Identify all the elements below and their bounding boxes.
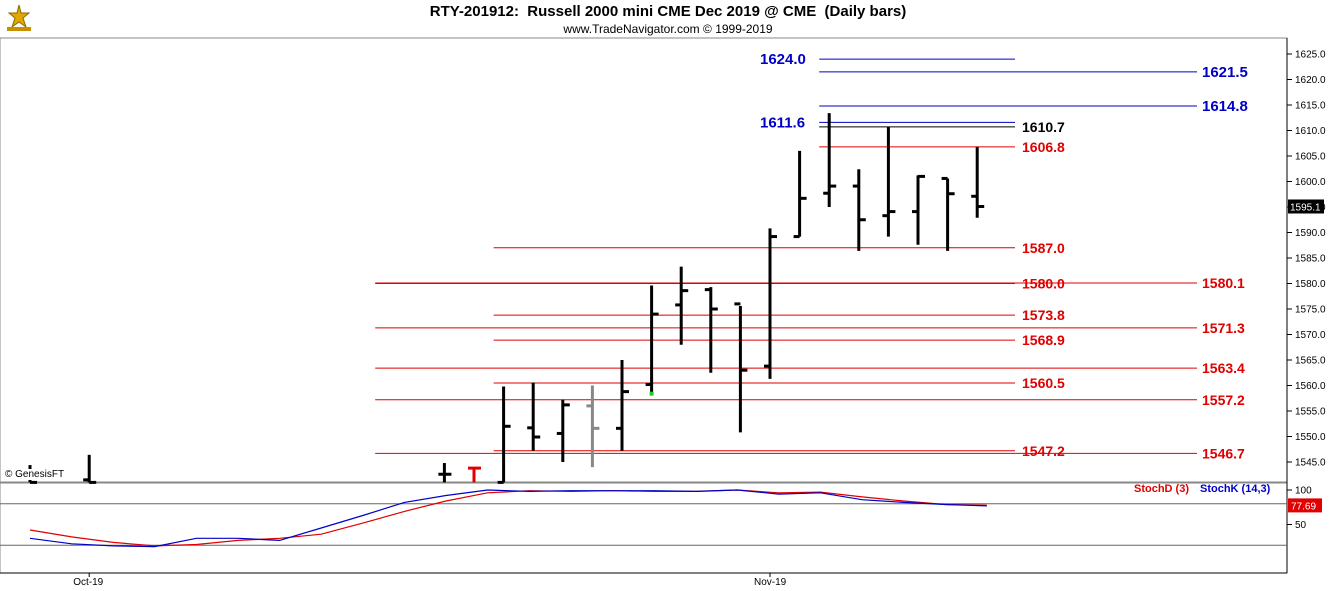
y-tick-label: 1610.0: [1295, 126, 1326, 137]
y-tick-label: 1545.0: [1295, 458, 1326, 469]
ohlc-bar: [882, 126, 896, 237]
ohlc-bar: [527, 382, 541, 451]
ohlc-bar: [468, 466, 481, 483]
level-label: 1624.0: [760, 51, 806, 68]
ohlc-bar: [734, 302, 748, 433]
y-tick-label: 1590.0: [1295, 228, 1326, 239]
legend-stochk[interactable]: StochK (14,3): [1200, 483, 1271, 495]
y-tick-label: 1615.0: [1295, 101, 1326, 112]
stoch-series-line: [29, 489, 987, 547]
stoch-panel-frame: [0, 482, 1288, 574]
level-label: 1621.5: [1202, 64, 1248, 81]
y-tick-label: 1580.0: [1295, 279, 1326, 290]
ohlc-bar: [941, 176, 955, 251]
ohlc-bar: [793, 150, 807, 239]
level-label: 1547.2: [1022, 443, 1065, 459]
ohlc-bar: [823, 113, 837, 207]
y-tick-label: 1550.0: [1295, 432, 1326, 443]
y-tick-label: 1585.0: [1295, 254, 1326, 265]
stoch-value-label: 77.69: [1291, 501, 1316, 512]
level-label: 1573.8: [1022, 307, 1065, 323]
level-label: 1587.0: [1022, 240, 1065, 256]
chart-title: RTY-201912: Russell 2000 mini CME Dec 20…: [429, 3, 907, 20]
stoch-value-box: [1288, 498, 1322, 513]
ohlc-bar: [438, 463, 452, 483]
chart-subtitle: www.TradeNavigator.com © 1999-2019: [563, 22, 773, 36]
level-label: 1606.8: [1022, 139, 1065, 155]
level-label: 1610.7: [1022, 119, 1065, 135]
ohlc-bar: [586, 385, 600, 468]
y-tick-label: 1600.0: [1295, 177, 1326, 188]
copyright-label: © GenesisFT: [4, 469, 66, 480]
legend-stochd[interactable]: StochD (3): [1134, 483, 1189, 495]
stoch-series-line: [29, 489, 987, 548]
y-tick-label: 1560.0: [1295, 381, 1326, 392]
ohlc-bar: [556, 399, 570, 462]
y-tick-label: 1565.0: [1295, 356, 1326, 367]
level-label: 1571.3: [1202, 320, 1245, 336]
level-label: 1568.9: [1022, 332, 1065, 348]
ohlc-bar: [497, 386, 511, 484]
level-label: 1557.2: [1202, 392, 1245, 408]
ohlc-bar: [645, 285, 659, 396]
ohlc-bar: [852, 169, 866, 251]
level-label: 1580.1: [1202, 275, 1245, 291]
stoch-y-tick-label: 50: [1295, 520, 1307, 531]
ohlc-bar: [83, 454, 97, 484]
bar-marker: [649, 391, 654, 396]
ohlc-bar: [971, 146, 985, 218]
y-tick-label: 1570.0: [1295, 330, 1326, 341]
level-label: 1546.7: [1202, 445, 1245, 461]
y-tick-label: 1555.0: [1295, 407, 1326, 418]
logo-icon: [3, 3, 35, 33]
last-price-box: [1288, 199, 1324, 214]
price-panel-frame: [0, 37, 1288, 483]
level-label: 1614.8: [1202, 98, 1248, 115]
ohlc-bar: [616, 360, 629, 451]
ohlc-bar: [764, 228, 777, 379]
y-tick-label: 1575.0: [1295, 305, 1326, 316]
ohlc-bar: [704, 287, 718, 373]
y-tick-label: 1620.0: [1295, 75, 1326, 86]
ohlc-bar: [912, 174, 925, 245]
x-tick-label: Nov-19: [754, 577, 787, 588]
level-label: 1580.0: [1022, 276, 1065, 292]
x-tick-label: Oct-19: [73, 577, 103, 588]
level-label: 1563.4: [1202, 360, 1245, 376]
last-price-label: 1595.1: [1290, 202, 1321, 213]
level-label: 1611.6: [760, 114, 805, 131]
y-tick-label: 1605.0: [1295, 152, 1326, 163]
y-tick-label: 1625.0: [1295, 50, 1326, 61]
level-label: 1560.5: [1022, 375, 1065, 391]
ohlc-bar: [675, 266, 689, 345]
stoch-y-tick-label: 100: [1295, 486, 1312, 497]
